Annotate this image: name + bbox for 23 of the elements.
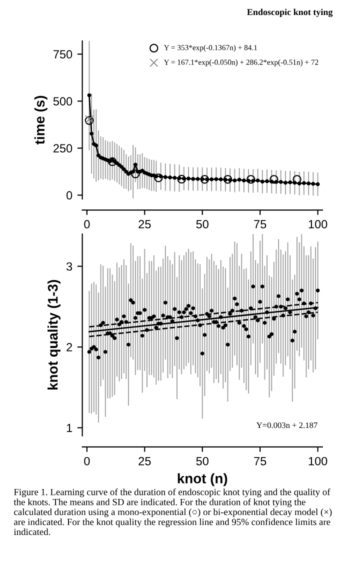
x-tick-label: 25 xyxy=(138,220,151,228)
x-axis-title: knot (n) xyxy=(178,473,228,486)
x-tick-label: 100 xyxy=(308,220,328,228)
y-tick-label: 2 xyxy=(66,343,72,352)
x-tick-label: 25 xyxy=(138,456,151,466)
x-tick-label: 100 xyxy=(308,456,328,466)
y-tick-label: 250 xyxy=(53,144,72,153)
y-tick-label: 1 xyxy=(66,424,72,432)
y-axis-title: knot quality (1-3) xyxy=(48,280,60,390)
y-axis-title: time (s) xyxy=(34,96,48,144)
x-tick-label: 50 xyxy=(196,456,208,466)
x-tick-label: 0 xyxy=(84,220,90,228)
x-tick-label: 75 xyxy=(254,220,266,228)
chart-title: Endoscopic knot tying xyxy=(247,8,333,18)
y-tick-label: 500 xyxy=(53,97,72,106)
caption: Figure 1. Learning curve of the duration of endoscopic knot tying and the quality of the knots. The means and SD are indicated. For the duration of knot tying the calculated duration using a mono-exponential (○) or bi-exponential decay model (×) are indicated. For the knot quality the regression line and 95% confidence limits are indicated. xyxy=(14,488,332,536)
annotation: Y=0.003n + 2.187 xyxy=(256,422,318,428)
y-tick-label: 750 xyxy=(54,50,72,59)
x-tick-label: 0 xyxy=(84,456,90,466)
x-tick-label: 50 xyxy=(196,220,208,228)
x-tick-label: 75 xyxy=(254,457,266,466)
y-tick-label: 3 xyxy=(66,262,72,271)
y-tick-label: 0 xyxy=(66,191,72,200)
